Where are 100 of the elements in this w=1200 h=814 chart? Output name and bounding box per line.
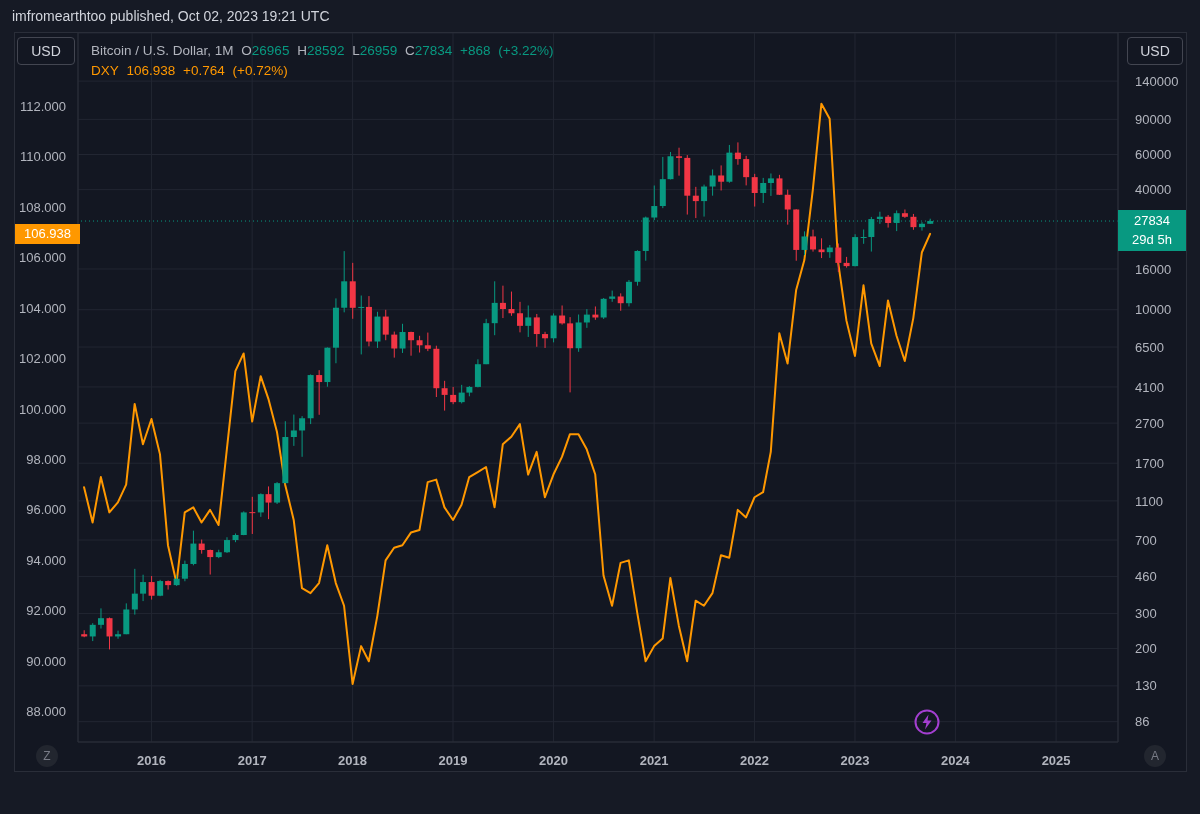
candlestick [734, 141, 741, 166]
x-tick-label: 2017 [237, 753, 267, 769]
candlestick [491, 280, 498, 336]
y-tick-label: 108.000 [19, 199, 66, 215]
y2-tick-label: 460 [1135, 569, 1157, 585]
x-tick-label: 2020 [538, 753, 568, 769]
candlestick [718, 164, 725, 191]
x-tick-label: 2023 [840, 753, 870, 769]
candlestick [140, 574, 147, 602]
candlestick [525, 304, 532, 338]
y-tick-label: 90.000 [26, 653, 66, 669]
candlestick [901, 209, 908, 219]
candlestick [676, 147, 683, 177]
y-tick-label: 104.000 [19, 300, 66, 316]
candlestick [751, 173, 758, 208]
y-tick-label: 96.000 [26, 502, 66, 518]
candlestick [692, 186, 699, 219]
candlestick [382, 309, 389, 341]
line-series [83, 102, 932, 685]
y2-tick-label: 16000 [1135, 261, 1172, 277]
candlestick [818, 237, 825, 259]
y-tick-label: 106.000 [19, 250, 66, 266]
candlestick [106, 617, 113, 650]
y2-tick-label: 2700 [1135, 415, 1164, 431]
y2-tick-label: 1100 [1135, 493, 1163, 509]
x-tick-label: 2016 [137, 753, 166, 769]
x-tick-label: 2024 [940, 753, 971, 769]
candlestick [810, 229, 817, 253]
y-tick-label: 94.000 [26, 552, 66, 568]
candlestick [391, 331, 398, 359]
y2-axis-title: USD [1127, 37, 1183, 65]
candlestick [408, 331, 415, 357]
candlestick [131, 568, 138, 616]
text: 106.938 [15, 223, 80, 244]
candlestick [441, 380, 448, 412]
x-tick-label: 2019 [438, 753, 468, 769]
candlestick [165, 579, 172, 591]
candlestick [743, 155, 750, 186]
candlestick [835, 242, 842, 273]
candlestick [257, 492, 264, 518]
y-axis-title: USD [17, 37, 75, 65]
candlestick [784, 189, 791, 226]
y2-tick-label: 130 [1135, 678, 1157, 694]
candlestick [207, 549, 214, 576]
y-tick-label: 98.000 [26, 452, 66, 468]
candlestick [542, 331, 549, 349]
text: O26965 H28592 L26959 C27834 +868 (+3.22%) [241, 43, 554, 58]
text: 29d 5h [1131, 231, 1173, 250]
y2-tick-label: 200 [1135, 641, 1157, 657]
text: Bitcoin / U.S. Dollar, 1M [91, 43, 234, 58]
y2-tick-label: 1700 [1135, 455, 1164, 471]
candlestick [474, 358, 481, 388]
candlestick [667, 151, 674, 180]
y-tick-label: 88.000 [26, 704, 66, 720]
candlestick [499, 285, 506, 319]
candlestick [424, 332, 431, 352]
x-tick-label: 2018 [338, 753, 368, 769]
y-tick-label: 110.000 [19, 149, 66, 165]
ref-line-label: 27834 [1132, 212, 1172, 231]
candlestick [885, 214, 892, 229]
candlestick [760, 177, 767, 204]
candlestick [801, 230, 808, 256]
y2-tick-label: 4100 [1135, 379, 1164, 395]
y2-tick-label: 40000 [1135, 182, 1172, 198]
candlestick [97, 607, 104, 630]
candlestick [600, 297, 607, 320]
candlestick [299, 415, 306, 458]
x-tick-label: 2022 [740, 753, 770, 769]
y2-tick-label: 86 [1135, 714, 1150, 730]
candlestick [550, 312, 557, 343]
candlestick [316, 369, 323, 416]
candlestick [249, 496, 256, 535]
candlestick [399, 323, 406, 354]
x-tick-label: 2025 [1041, 753, 1071, 769]
candlestick [265, 485, 272, 520]
candlestick [651, 185, 658, 221]
candlestick [148, 575, 155, 601]
y2-tick-label: 700 [1135, 532, 1157, 548]
y2-tick-label: 10000 [1135, 302, 1172, 318]
y-tick-label: 112.000 [19, 98, 66, 114]
candlestick [860, 228, 867, 245]
y2-tick-label: 60000 [1135, 147, 1172, 163]
candlestick [701, 184, 708, 218]
candlestick [517, 301, 524, 333]
y-tick-label: 100.000 [19, 401, 66, 417]
candlestick [190, 530, 197, 566]
text: DXY [91, 63, 119, 78]
candlestick [776, 174, 783, 196]
candlestick [767, 172, 774, 197]
candlestick [458, 384, 465, 404]
text: imfromearthtoo published, Oct 02, 2023 19:21 UTC [12, 7, 330, 26]
y2-tick-label: 90000 [1135, 112, 1172, 127]
y2-tick-label: 300 [1135, 606, 1157, 622]
candlestick [115, 630, 122, 640]
y2-tick-label: 140000 [1135, 73, 1179, 89]
annotation: 106.938 +0.764 (+0.72%) [126, 63, 288, 78]
candlestick [274, 481, 281, 505]
y-tick-label: 102.000 [19, 351, 66, 367]
candlestick [508, 291, 515, 317]
y-tick-label: 92.000 [26, 603, 66, 619]
